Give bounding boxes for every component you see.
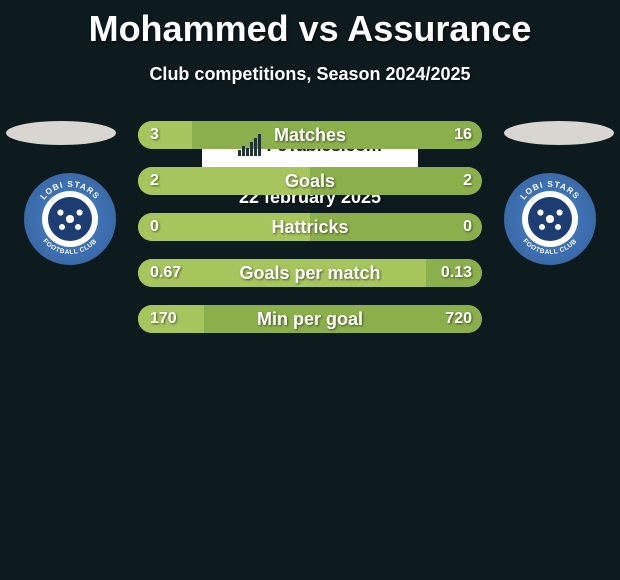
stat-bar-fill <box>138 213 310 241</box>
soccer-ball-icon <box>528 197 572 241</box>
club-badge-right: LOBI STARS FOOTBALL CLUB <box>504 173 596 265</box>
soccer-ball-icon <box>48 197 92 241</box>
stat-bar-fill <box>138 305 204 333</box>
stat-bar-fill <box>138 167 310 195</box>
stat-row: 0.67Goals per match0.13 <box>138 259 482 287</box>
badge-left-inner <box>42 191 98 247</box>
player-shadow-left <box>6 121 116 145</box>
club-badge-left: LOBI STARS FOOTBALL CLUB <box>24 173 116 265</box>
stat-bars: 3Matches16 2Goals2 0Hattricks0 0.67Goals pe… <box>138 121 482 351</box>
stat-row: 170Min per goal720 <box>138 305 482 333</box>
player-shadow-right <box>504 121 614 145</box>
badge-right-inner <box>522 191 578 247</box>
stat-bar-fill <box>138 121 192 149</box>
stat-bar-fill <box>138 259 426 287</box>
page-subtitle: Club competitions, Season 2024/2025 <box>0 64 620 85</box>
chart-icon <box>238 134 262 156</box>
page-title: Mohammed vs Assurance <box>0 0 620 50</box>
stat-row: 2Goals2 <box>138 167 482 195</box>
stat-row: 0Hattricks0 <box>138 213 482 241</box>
stat-row: 3Matches16 <box>138 121 482 149</box>
